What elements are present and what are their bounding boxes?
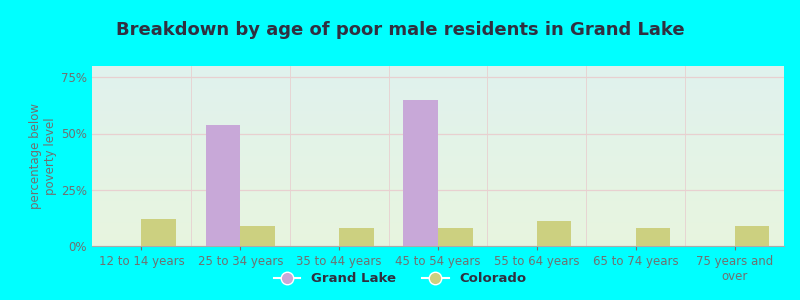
Bar <box>537 221 571 246</box>
Bar <box>240 226 275 246</box>
Bar <box>734 226 769 246</box>
Text: Breakdown by age of poor male residents in Grand Lake: Breakdown by age of poor male residents … <box>116 21 684 39</box>
Bar <box>636 228 670 246</box>
Bar <box>438 228 473 246</box>
Legend: Grand Lake, Colorado: Grand Lake, Colorado <box>269 267 531 290</box>
Bar <box>206 124 240 246</box>
Bar <box>339 228 374 246</box>
Bar <box>142 219 176 246</box>
Y-axis label: percentage below
poverty level: percentage below poverty level <box>29 103 57 209</box>
Bar <box>403 100 438 246</box>
